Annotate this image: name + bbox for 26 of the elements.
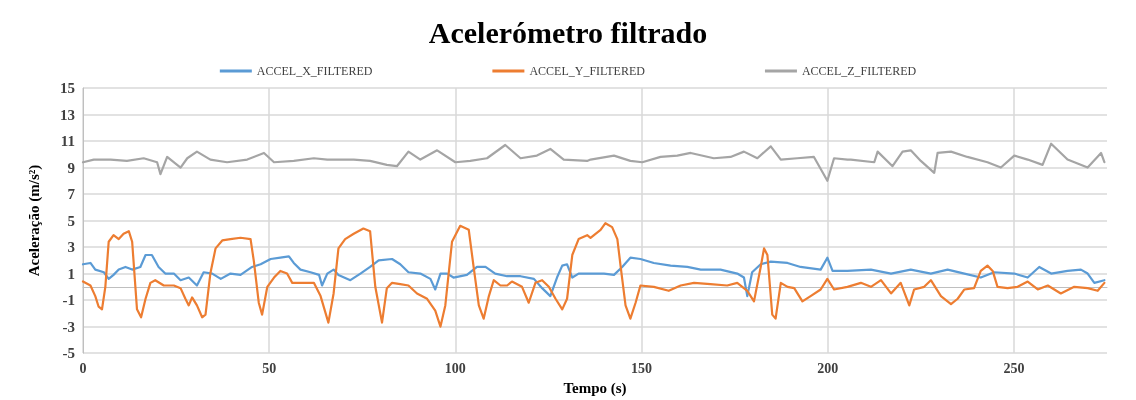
y-tick-label: -5 — [62, 345, 75, 362]
y-tick-label: 1 — [67, 265, 75, 282]
x-tick-label: 150 — [631, 360, 653, 376]
chart-title: Acelerómetro filtrado — [428, 15, 708, 49]
y-tick-label: 15 — [60, 80, 75, 96]
line-series — [81, 142, 1106, 182]
y-tick-label: -1 — [62, 292, 75, 309]
line-series — [81, 253, 1106, 298]
y-tick-label: 9 — [67, 159, 75, 176]
legend-label: ACCEL_Y_FILTERED — [529, 64, 646, 78]
y-tick-label: 7 — [67, 186, 76, 203]
y-tick-label: 13 — [60, 106, 75, 123]
y-tick-label: 11 — [60, 133, 75, 150]
x-tick-label: 250 — [1003, 360, 1025, 376]
line-series — [81, 222, 1106, 328]
legend-label: ACCEL_X_FILTERED — [256, 64, 373, 78]
x-tick-label: 50 — [262, 360, 277, 376]
x-tick-label: 200 — [817, 360, 839, 376]
legend-label: ACCEL_Z_FILTERED — [801, 64, 917, 78]
x-tick-label: 100 — [444, 360, 466, 376]
y-tick-label: -3 — [62, 318, 75, 335]
x-tick-label: 0 — [79, 360, 87, 376]
x-axis-title: Tempo (s) — [563, 379, 627, 397]
y-axis-title: Aceleração (m/s²) — [25, 164, 43, 277]
y-tick-label: 3 — [67, 239, 75, 256]
y-tick-label: 5 — [67, 212, 75, 229]
